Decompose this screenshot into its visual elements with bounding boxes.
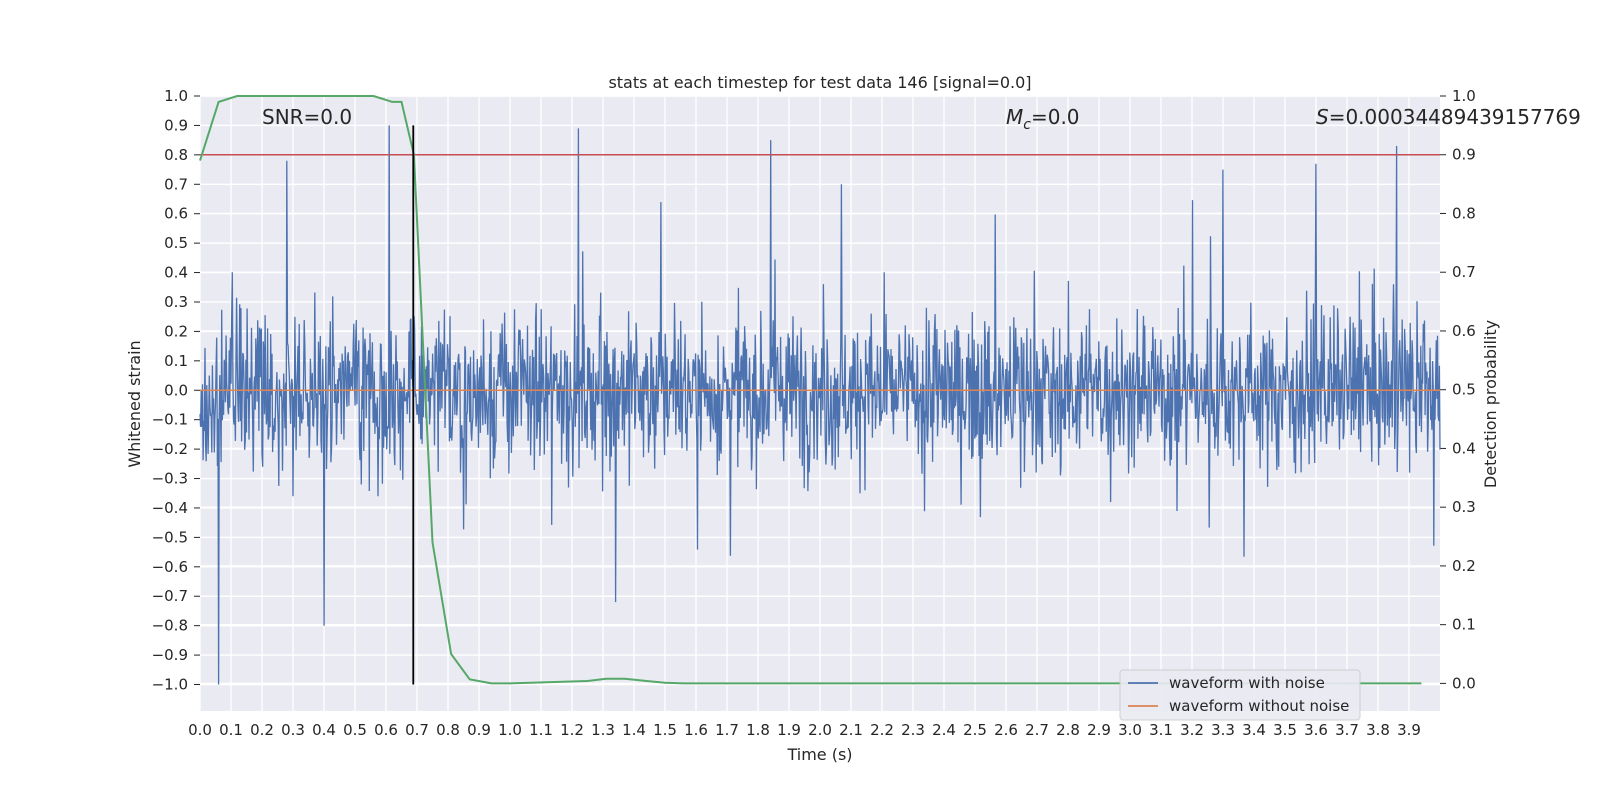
y2-axis-label: Detection probability [1481,320,1500,488]
chirp-mass-annotation: Mc=0.0 [1006,105,1080,133]
y2-tick-label: 0.9 [1452,146,1476,164]
y-tick-label: −0.7 [152,587,188,605]
y-axis-ticks: 1.0 0.9 0.8 0.7 0.6 0.5 0.4 0.3 0.2 0.1 0.0 −0.1 −0.… [152,87,200,694]
x-tick-label: 1.6 [684,721,708,739]
x-tick-label: 1.7 [715,721,739,739]
noise-trace [199,125,1441,685]
y2-tick-label: 0.6 [1452,322,1476,340]
x-tick-label: 2.2 [870,721,894,739]
x-axis-ticks: 0.0 0.1 0.2 0.3 0.4 0.5 0.6 0.7 0.8 0.9 1.0 1.1 1.2 1… [188,721,1421,739]
chirp-mass-symbol: M [1006,105,1023,129]
y-tick-label: 0.6 [164,205,188,223]
y-tick-label: 0.5 [164,234,188,252]
y2-tick-label: 0.4 [1452,439,1476,457]
chirp-mass-subscript: c [1023,117,1031,133]
y-tick-label: 0.4 [164,264,188,282]
y2-tick-label: 0.3 [1452,498,1476,516]
legend-box [1119,669,1361,721]
y2-tick-label: 0.8 [1452,204,1476,222]
y-tick-label: −0.5 [152,528,188,546]
x-tick-label: 2.0 [808,721,832,739]
x-tick-label: 2.3 [901,721,925,739]
legend-label-clean: waveform without noise [1169,697,1349,715]
x-tick-label: 2.9 [1087,721,1111,739]
x-tick-label: 0.4 [312,721,336,739]
y2-tick-label: 0.2 [1452,557,1476,575]
x-tick-label: 0.5 [343,721,367,739]
y-tick-label: 0.8 [164,146,188,164]
s-value: =0.00034489439157769 [1329,105,1581,129]
x-tick-label: 0.3 [281,721,305,739]
x-tick-label: 1.5 [653,721,677,739]
s-symbol: S [1316,105,1329,129]
x-tick-label: 0.2 [250,721,274,739]
y-tick-label: −0.1 [152,411,188,429]
x-tick-label: 1.0 [498,721,522,739]
y-tick-label: 0.1 [164,352,188,370]
x-tick-label: 1.9 [777,721,801,739]
x-tick-label: 3.3 [1211,721,1235,739]
x-tick-label: 0.0 [188,721,212,739]
x-axis-label: Time (s) [786,745,852,764]
x-tick-label: 2.1 [839,721,863,739]
y-tick-label: −0.6 [152,558,188,576]
y-tick-label: −0.9 [152,646,188,664]
y2-tick-label: 0.7 [1452,263,1476,281]
y2-tick-label: 0.5 [1452,381,1476,399]
x-tick-label: 2.5 [963,721,987,739]
x-tick-label: 1.2 [560,721,584,739]
y-tick-label: 0.2 [164,322,188,340]
y-tick-label: 1.0 [164,87,188,105]
x-tick-label: 2.8 [1056,721,1080,739]
y-tick-label: 0.0 [164,381,188,399]
legend-label-noise: waveform with noise [1169,674,1325,692]
x-tick-label: 3.4 [1242,721,1266,739]
series-waveform-with-noise [199,125,1441,685]
chirp-mass-value: =0.0 [1031,105,1080,129]
x-tick-label: 0.1 [219,721,243,739]
x-tick-label: 2.6 [994,721,1018,739]
x-tick-label: 1.8 [746,721,770,739]
snr-annotation: SNR=0.0 [262,105,352,129]
x-tick-label: 3.9 [1397,721,1421,739]
y-axis-label: Whitened strain [125,340,144,467]
y2-tick-label: 0.1 [1452,616,1476,634]
y-tick-label: 0.3 [164,293,188,311]
y-tick-label: 0.9 [164,116,188,134]
y-tick-label: −0.8 [152,617,188,635]
x-tick-label: 3.2 [1180,721,1204,739]
chart-title: stats at each timestep for test data 146… [608,73,1031,92]
y-tick-label: −1.0 [152,676,188,694]
y-tick-label: −0.4 [152,499,188,517]
x-tick-label: 3.6 [1304,721,1328,739]
x-tick-label: 0.8 [436,721,460,739]
x-tick-label: 0.9 [467,721,491,739]
x-tick-label: 0.7 [405,721,429,739]
x-tick-label: 1.3 [591,721,615,739]
x-tick-label: 1.1 [529,721,553,739]
x-tick-label: 3.0 [1118,721,1142,739]
y-tick-label: −0.3 [152,470,188,488]
x-tick-label: 1.4 [622,721,646,739]
x-tick-label: 2.4 [932,721,956,739]
legend: waveform with noise waveform without noi… [1119,669,1361,721]
y-tick-label: 0.7 [164,175,188,193]
x-tick-label: 3.1 [1149,721,1173,739]
x-tick-label: 0.6 [374,721,398,739]
x-tick-label: 3.7 [1335,721,1359,739]
y2-axis-ticks: 1.0 0.9 0.8 0.7 0.6 0.5 0.4 0.3 0.2 0.1 0.0 [1440,87,1476,692]
y-tick-label: −0.2 [152,440,188,458]
x-tick-label: 2.7 [1025,721,1049,739]
y2-tick-label: 1.0 [1452,87,1476,105]
y2-tick-label: 0.0 [1452,674,1476,692]
s-annotation: S=0.00034489439157769 [1316,105,1581,129]
x-tick-label: 3.5 [1273,721,1297,739]
x-tick-label: 3.8 [1366,721,1390,739]
